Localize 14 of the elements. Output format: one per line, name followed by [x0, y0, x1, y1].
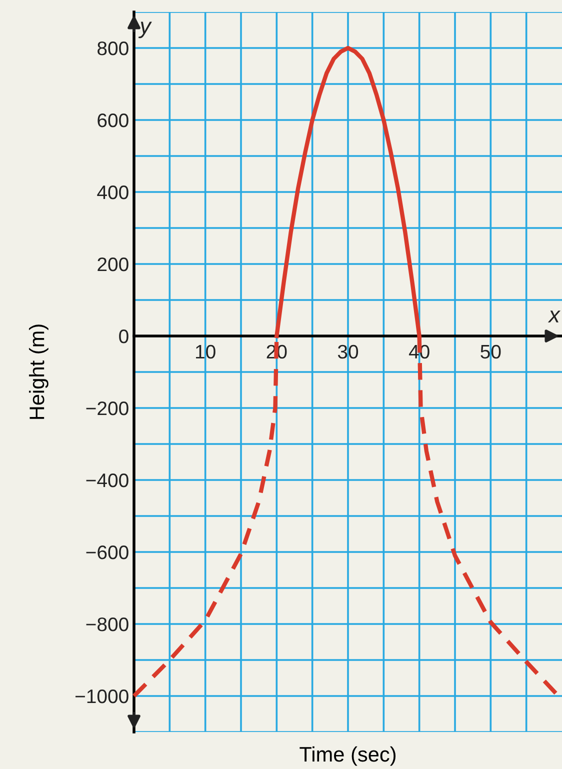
y-tick-label: −600 [86, 545, 128, 560]
y-tick-label: 400 [97, 185, 128, 200]
y-tick-label: 200 [98, 257, 128, 272]
y-axis-title: Height (m) [28, 324, 48, 419]
x-axis-title: Time (sec) [300, 746, 396, 766]
y-tick-label: −200 [86, 401, 128, 416]
y-tick-label: −1000 [75, 689, 128, 704]
y-tick-label: −400 [86, 473, 128, 488]
y-tick-label: 600 [98, 113, 128, 128]
annotation: y [138, 22, 152, 38]
annotation: x [548, 310, 561, 322]
y-tick-label: −800 [86, 617, 128, 632]
y-tick-label: 800 [98, 41, 128, 56]
y-tick-label: 0 [119, 329, 128, 344]
